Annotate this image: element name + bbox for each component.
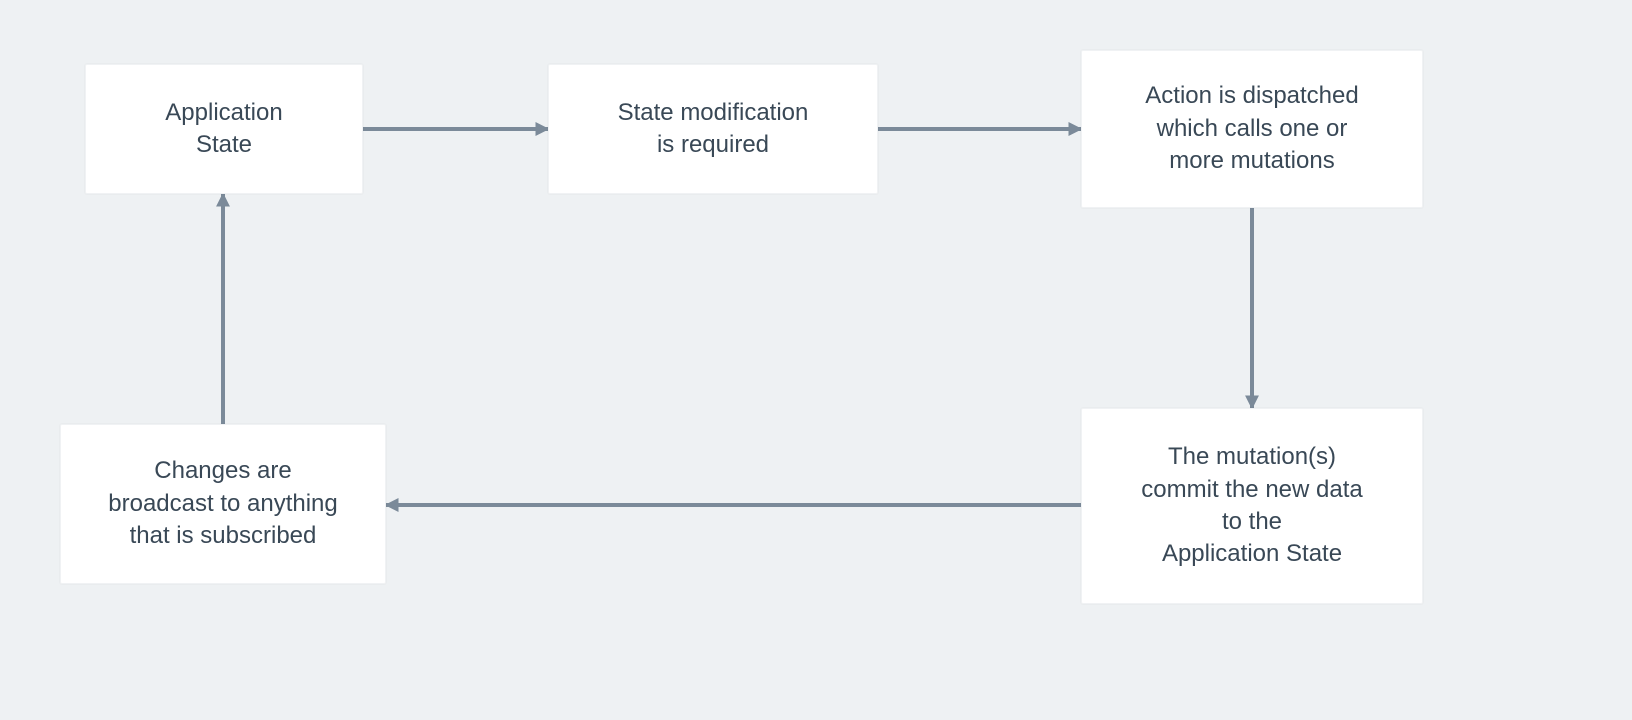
flowchart-node-broadcast: Changes are broadcast to anything that i… bbox=[60, 424, 386, 584]
flowchart-node-app-state: Application State bbox=[85, 64, 363, 194]
flowchart-node-mod-required: State modification is required bbox=[548, 64, 878, 194]
flowchart-node-action: Action is dispatched which calls one or … bbox=[1081, 50, 1423, 208]
flowchart-node-label: Changes are broadcast to anything that i… bbox=[108, 455, 338, 552]
flowchart-canvas: Application State State modification is r… bbox=[0, 0, 1632, 720]
flowchart-node-label: The mutation(s) commit the new data to t… bbox=[1141, 441, 1362, 571]
flowchart-node-label: Application State bbox=[165, 97, 282, 162]
flowchart-node-mutation: The mutation(s) commit the new data to t… bbox=[1081, 408, 1423, 604]
flowchart-node-label: Action is dispatched which calls one or … bbox=[1145, 80, 1358, 177]
flowchart-node-label: State modification is required bbox=[618, 97, 809, 162]
